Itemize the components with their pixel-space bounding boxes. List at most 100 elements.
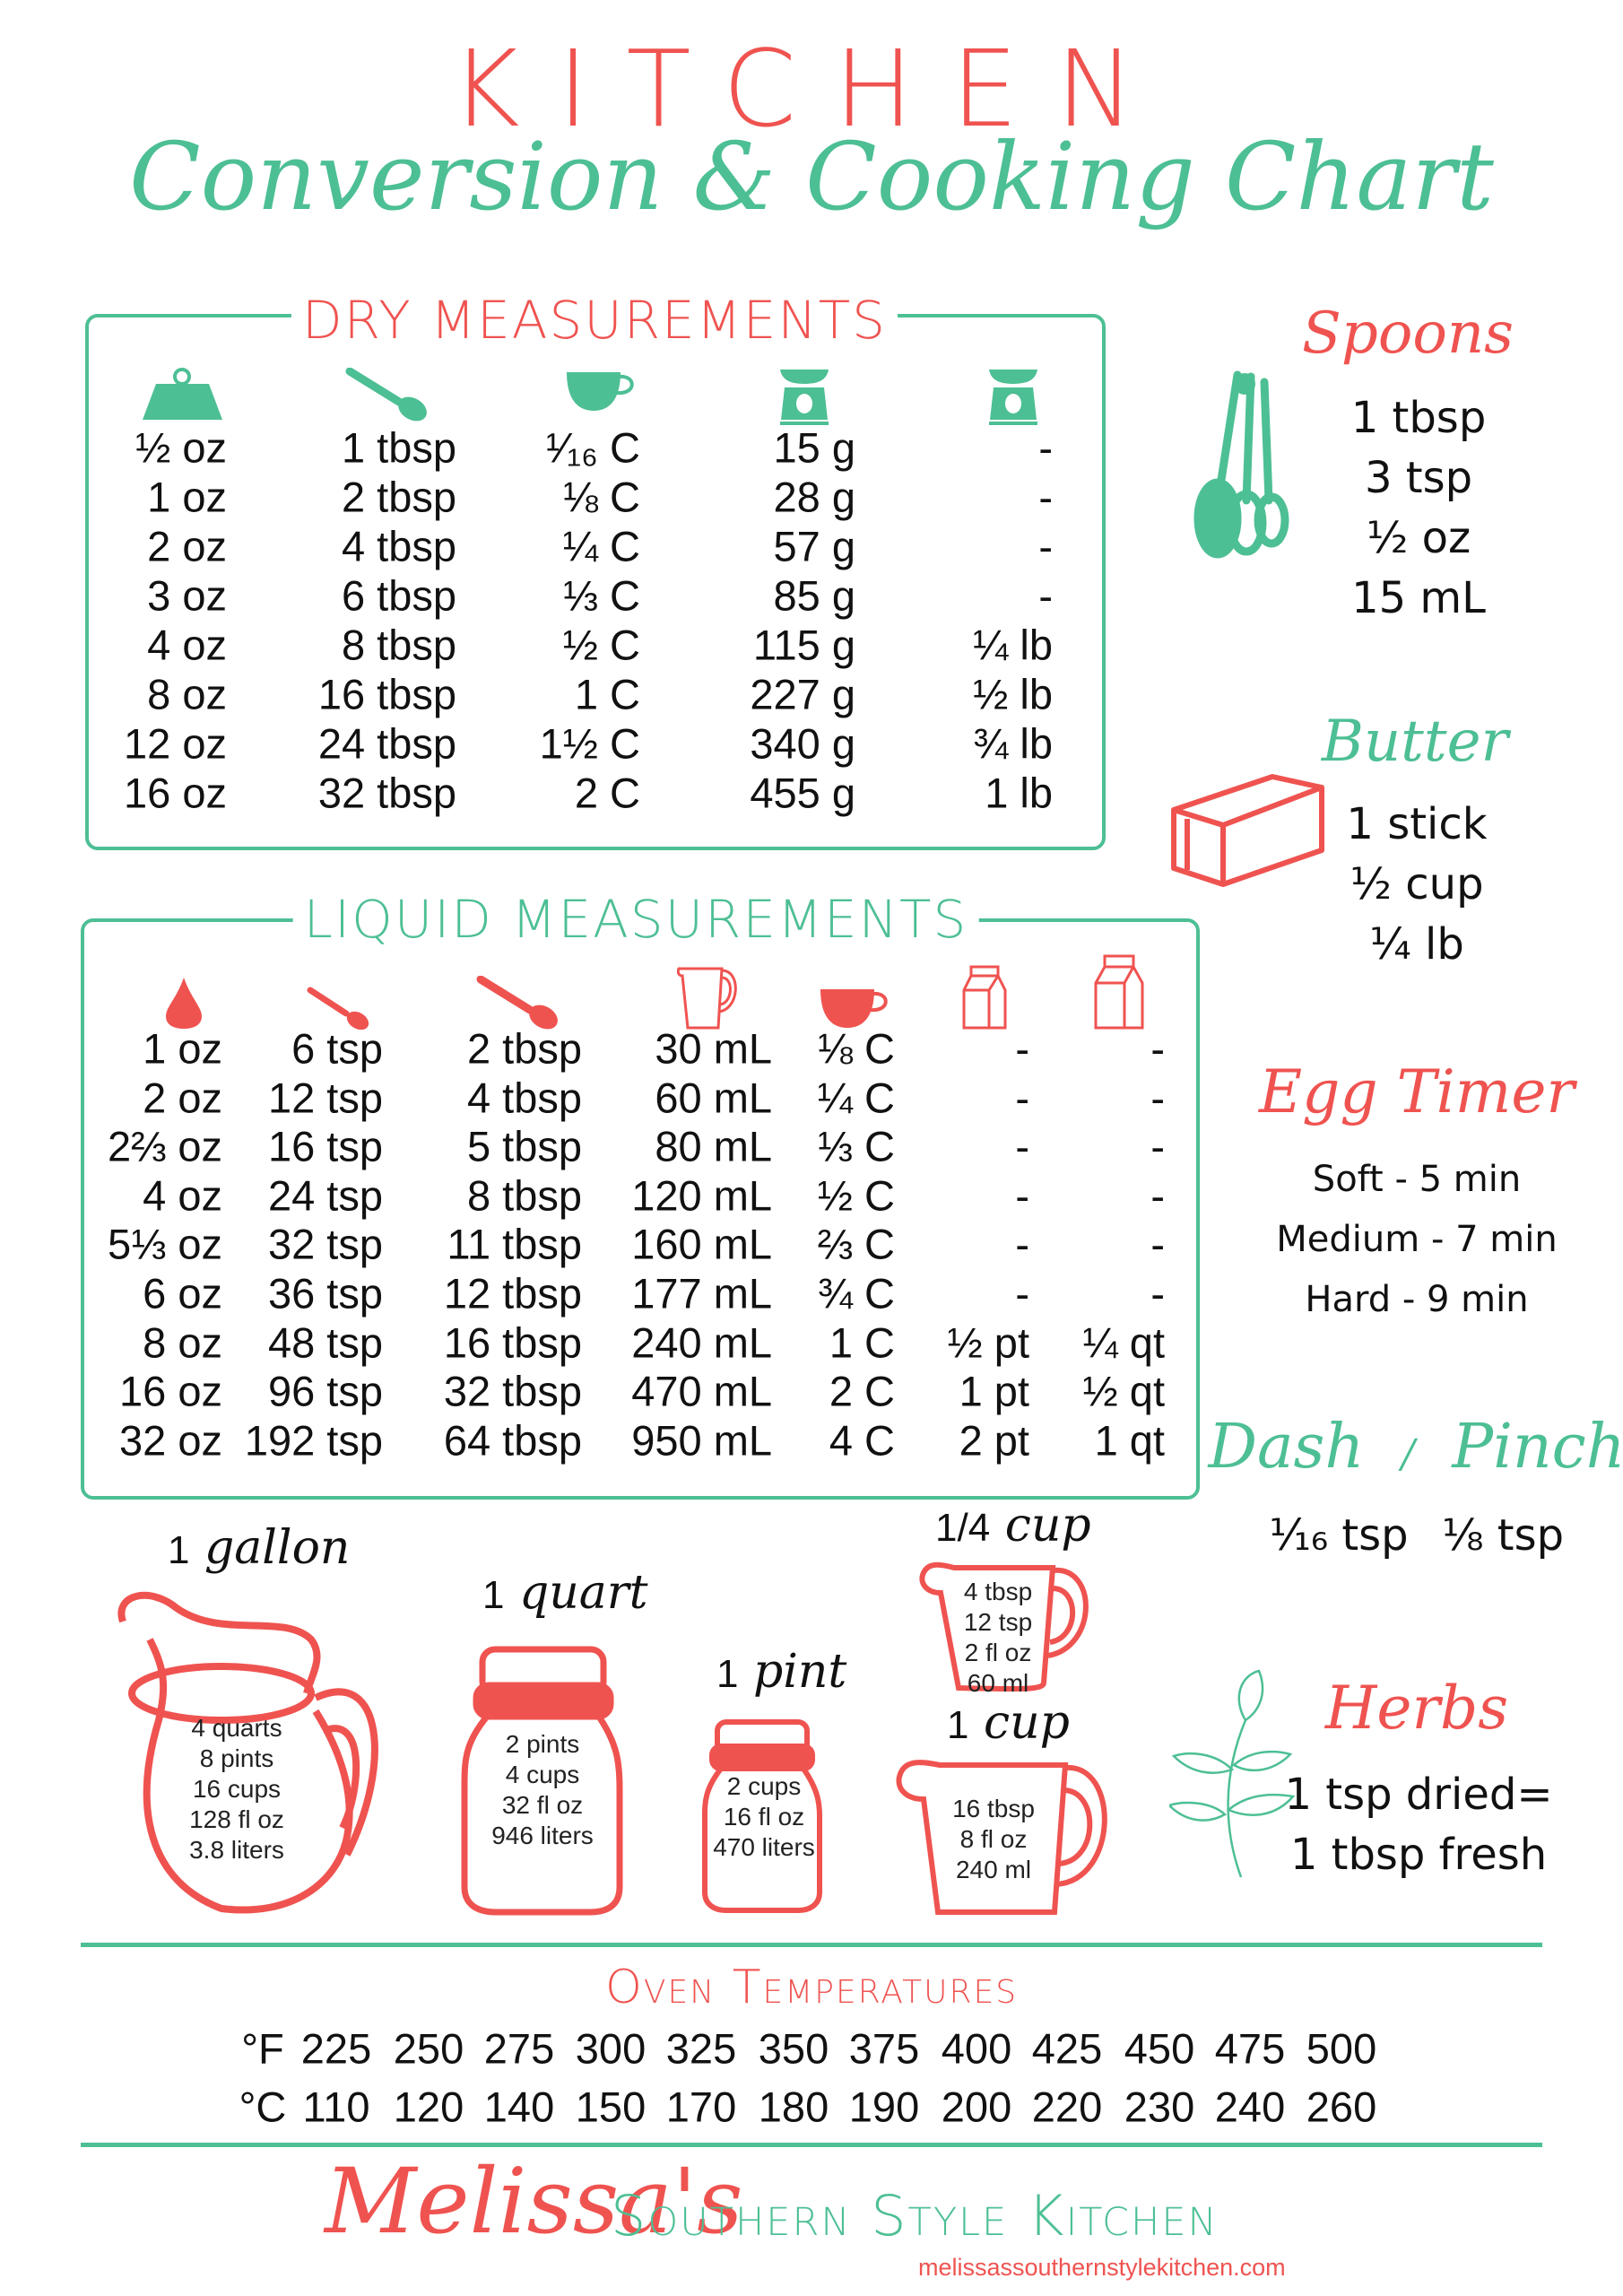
liquid-cell: - xyxy=(1150,1024,1165,1073)
liquid-cell: 5 tbsp xyxy=(466,1122,582,1170)
liquid-cell: 177 mL xyxy=(631,1269,772,1318)
divider-bottom xyxy=(81,2143,1542,2147)
celsius-value: 260 xyxy=(1306,2083,1377,2131)
container-line: 2 fl oz xyxy=(964,1639,1032,1666)
dry-cell: ¼ C xyxy=(562,522,640,570)
liquid-cell: 192 tsp xyxy=(244,1416,383,1465)
liquid-cell: 4 C xyxy=(829,1416,895,1465)
liquid-cell: 2 oz xyxy=(143,1074,222,1122)
dry-cell: 6 tbsp xyxy=(341,571,456,620)
spoons-item: 15 mL xyxy=(1351,573,1486,623)
liquid-cell: 32 oz xyxy=(119,1416,222,1465)
dry-cell: ½ C xyxy=(562,621,640,669)
liquid-cell: 2 tbsp xyxy=(466,1024,582,1073)
dry-cell: 4 oz xyxy=(147,621,227,669)
egg_timer-item: Soft - 5 min xyxy=(1312,1159,1522,1200)
liquid-cell: - xyxy=(1015,1074,1029,1122)
dash-pinch-title: Dash / Pinch xyxy=(1208,1417,1623,1478)
quarter-cup-equivalents: 4 tbsp 12 tsp 2 fl oz 60 ml xyxy=(964,1577,1032,1699)
fahrenheit-value: 375 xyxy=(848,2024,920,2073)
milk-carton-large-icon xyxy=(1074,951,1164,1030)
fahrenheit-value: 300 xyxy=(575,2024,647,2073)
scale-icon xyxy=(970,368,1056,430)
egg_timer-item: Hard - 9 min xyxy=(1305,1279,1529,1320)
dry-cell: 16 oz xyxy=(124,769,227,817)
spoons-item: 1 tbsp xyxy=(1350,393,1487,443)
dry-cell: ⅛ C xyxy=(562,473,640,521)
celsius-value: 140 xyxy=(483,2083,555,2131)
liquid-cell: 120 mL xyxy=(631,1171,772,1220)
liquid-cell: 1 pt xyxy=(959,1367,1029,1415)
dry-cell: ¾ lb xyxy=(973,719,1053,768)
fahrenheit-value: 425 xyxy=(1031,2024,1103,2073)
celsius-value: 110 xyxy=(302,2083,370,2131)
dry-cell: 227 g xyxy=(750,670,855,718)
dry-cell: 85 g xyxy=(773,571,855,620)
pint-equivalents: 2 cups 16 fl oz 470 liters xyxy=(713,1771,815,1863)
liquid-cell: 6 oz xyxy=(143,1269,222,1318)
liquid-cell: 36 tsp xyxy=(267,1269,383,1318)
liquid-cell: 12 tbsp xyxy=(443,1269,582,1318)
dry-cell: 340 g xyxy=(750,719,855,768)
herbs-title: Herbs xyxy=(1324,1674,1509,1743)
dry-cell: 1 tbsp xyxy=(341,423,456,472)
container-line: 4 quarts xyxy=(191,1714,282,1742)
celsius-value: 120 xyxy=(393,2083,464,2131)
measuring-jug-icon xyxy=(665,951,755,1030)
one-cup-measuring-cup-icon xyxy=(896,1760,1107,1915)
liquid-cell: 240 mL xyxy=(631,1318,772,1367)
page-title: KITCHEN xyxy=(450,27,1173,151)
liquid-cell: ¼ qt xyxy=(1082,1318,1165,1367)
dry-cell: - xyxy=(1038,571,1053,620)
pint-label: 1 pint xyxy=(716,1645,847,1699)
butter-title: Butter xyxy=(1321,709,1509,775)
container-line: 3.8 liters xyxy=(189,1836,284,1864)
liquid-cell: - xyxy=(1015,1220,1029,1268)
cup-label: 1 cup xyxy=(947,1696,1070,1750)
liquid-cell: 60 mL xyxy=(655,1074,772,1122)
fahrenheit-value: 225 xyxy=(300,2024,372,2073)
fahrenheit-value: 350 xyxy=(758,2024,829,2073)
dry-cell: 28 g xyxy=(773,473,855,521)
dry-cell: 1½ C xyxy=(539,719,640,768)
spoons-item: 3 tsp xyxy=(1364,453,1473,503)
gallon-equivalents: 4 quarts 8 pints 16 cups 128 fl oz 3.8 liter… xyxy=(189,1713,284,1866)
dash-title: Dash xyxy=(1208,1412,1365,1483)
drop-icon xyxy=(139,951,229,1030)
tablespoon-icon xyxy=(344,367,430,426)
quart-jar-icon xyxy=(461,1646,623,1916)
dash-value: ¹⁄₁₆ tsp xyxy=(1269,1510,1409,1561)
celsius-value: 190 xyxy=(848,2083,920,2131)
quarter-cup-label: 1/4 cup xyxy=(935,1499,1091,1552)
liquid-cell: - xyxy=(1150,1220,1165,1268)
dry-cell: 8 tbsp xyxy=(341,621,456,669)
dry-cell: 2 tbsp xyxy=(341,473,456,521)
liquid-cell: - xyxy=(1150,1122,1165,1170)
dry-cell: 115 g xyxy=(752,621,855,669)
celsius-value: 240 xyxy=(1214,2083,1286,2131)
liquid-cell: 4 oz xyxy=(143,1171,222,1220)
liquid-cell: ¾ C xyxy=(817,1269,895,1318)
dry-cell: 32 tbsp xyxy=(317,769,456,817)
spoons-item: ½ oz xyxy=(1366,513,1471,563)
separator: / xyxy=(1401,1431,1415,1477)
liquid-cell: 12 tsp xyxy=(267,1074,383,1122)
liquid-cell: - xyxy=(1015,1024,1029,1073)
liquid-cell: ½ C xyxy=(817,1171,895,1220)
herbs-item: 1 tbsp fresh xyxy=(1289,1830,1548,1880)
container-line: 4 cups xyxy=(505,1761,580,1788)
liquid-cell: 64 tbsp xyxy=(443,1416,582,1465)
cup-equivalents: 16 tbsp 8 fl oz 240 ml xyxy=(952,1794,1035,1885)
dry-cell: ¹⁄₁₆ C xyxy=(545,423,640,472)
liquid-cell: 32 tsp xyxy=(267,1220,383,1268)
container-line: 60 ml xyxy=(967,1669,1029,1697)
scale-icon xyxy=(761,368,847,430)
liquid-cell: ½ pt xyxy=(947,1318,1029,1367)
milk-carton-small-icon xyxy=(940,951,1029,1030)
liquid-cell: 950 mL xyxy=(631,1416,772,1465)
gallon-label: 1 gallon xyxy=(168,1521,351,1575)
dry-cell: ½ lb xyxy=(973,670,1053,718)
container-line: 240 ml xyxy=(955,1856,1032,1883)
herb-sprig-icon xyxy=(1169,1669,1295,1878)
dry-cell: ¼ lb xyxy=(973,621,1053,669)
